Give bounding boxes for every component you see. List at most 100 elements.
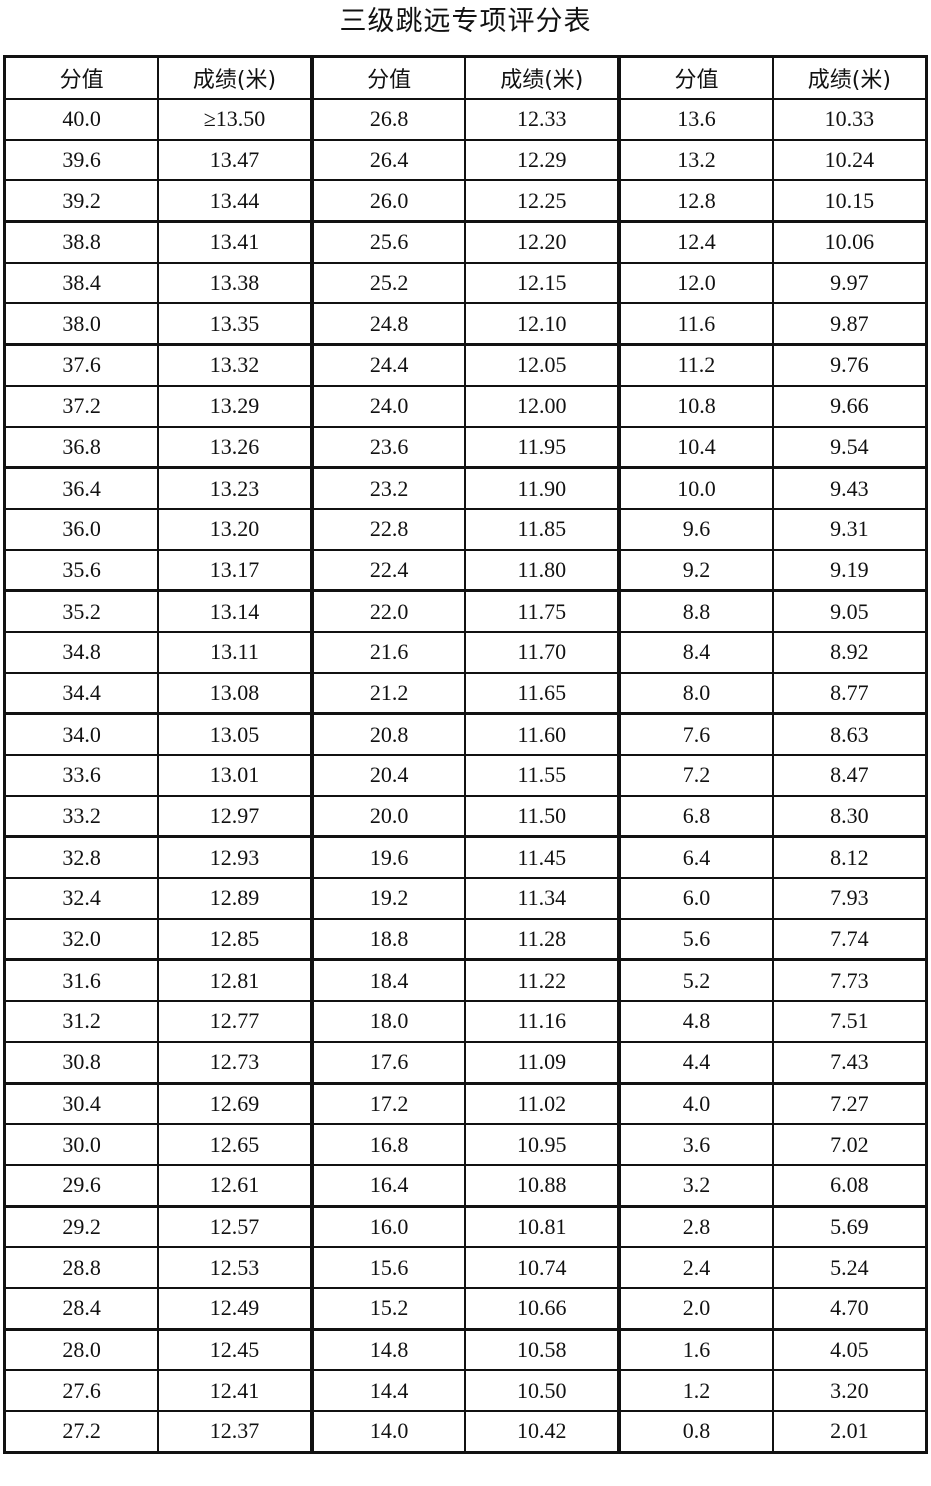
result-cell: 13.47	[157, 138, 314, 182]
score-cell: 6.0	[618, 877, 774, 920]
result-cell: 13.41	[157, 220, 314, 264]
score-cell: 9.6	[618, 507, 774, 551]
score-cell: 27.6	[3, 1369, 160, 1412]
score-cell: 27.2	[3, 1409, 160, 1454]
score-cell: 38.0	[3, 302, 160, 347]
result-cell: 4.05	[771, 1328, 928, 1372]
score-cell: 12.4	[618, 220, 774, 264]
table-row: 32.4 12.89 19.2 11.34 6.0 7.93	[3, 877, 928, 920]
result-cell: 10.66	[464, 1286, 622, 1331]
result-cell: 11.09	[464, 1040, 622, 1085]
result-cell: 13.14	[157, 589, 314, 633]
table-row: 35.6 13.17 22.4 11.80 9.2 9.19	[3, 548, 928, 593]
score-cell: 20.0	[310, 794, 467, 839]
result-cell: 11.50	[464, 794, 622, 839]
score-cell: 5.2	[618, 958, 774, 1003]
score-cell: 7.6	[618, 712, 774, 757]
result-cell: 11.90	[464, 466, 622, 510]
score-cell: 13.6	[618, 98, 774, 141]
table-row: 39.6 13.47 26.4 12.29 13.2 10.24	[3, 138, 928, 182]
score-cell: 8.0	[618, 671, 774, 716]
result-cell: 13.26	[157, 425, 314, 470]
score-cell: 1.6	[618, 1328, 774, 1372]
score-cell: 5.6	[618, 917, 774, 962]
score-cell: 37.6	[3, 343, 160, 387]
score-cell: 28.0	[3, 1328, 160, 1372]
score-cell: 10.0	[618, 466, 774, 510]
result-cell: 3.20	[771, 1369, 928, 1412]
result-cell: 9.05	[771, 589, 928, 633]
score-cell: 23.6	[310, 425, 467, 470]
score-cell: 38.8	[3, 220, 160, 264]
score-cell: 38.4	[3, 261, 160, 305]
header-score: 分值	[618, 55, 774, 100]
result-cell: 11.65	[464, 671, 622, 716]
score-cell: 36.0	[3, 507, 160, 551]
table-row: 38.4 13.38 25.2 12.15 12.0 9.97	[3, 261, 928, 305]
result-cell: 12.85	[157, 917, 314, 962]
score-cell: 11.6	[618, 302, 774, 347]
header-result: 成绩(米)	[771, 55, 928, 100]
result-cell: 13.01	[157, 754, 314, 797]
table-row: 28.0 12.45 14.8 10.58 1.6 4.05	[3, 1328, 928, 1372]
table-row: 29.2 12.57 16.0 10.81 2.8 5.69	[3, 1205, 928, 1249]
result-cell: 12.29	[464, 138, 622, 182]
score-cell: 24.0	[310, 384, 467, 428]
result-cell: 11.28	[464, 917, 622, 962]
table-row: 30.8 12.73 17.6 11.09 4.4 7.43	[3, 1040, 928, 1085]
score-cell: 31.6	[3, 958, 160, 1003]
result-cell: 12.77	[157, 1000, 314, 1043]
result-cell: 8.77	[771, 671, 928, 716]
score-cell: 26.8	[310, 98, 467, 141]
score-cell: 7.2	[618, 754, 774, 797]
score-cell: 8.8	[618, 589, 774, 633]
result-cell: 10.15	[771, 179, 928, 224]
result-cell: 9.54	[771, 425, 928, 470]
table-row: 37.2 13.29 24.0 12.00 10.8 9.66	[3, 384, 928, 428]
result-cell: 13.35	[157, 302, 314, 347]
score-cell: 4.0	[618, 1081, 774, 1126]
result-cell: 8.92	[771, 630, 928, 674]
score-cell: 39.2	[3, 179, 160, 224]
score-cell: 36.8	[3, 425, 160, 470]
table-row: 36.8 13.26 23.6 11.95 10.4 9.54	[3, 425, 928, 470]
score-cell: 4.4	[618, 1040, 774, 1085]
result-cell: 12.97	[157, 794, 314, 839]
result-cell: 9.97	[771, 261, 928, 305]
result-cell: 11.02	[464, 1081, 622, 1126]
result-cell: 13.29	[157, 384, 314, 428]
result-cell: 13.20	[157, 507, 314, 551]
score-cell: 23.2	[310, 466, 467, 510]
result-cell: 12.25	[464, 179, 622, 224]
result-cell: 12.45	[157, 1328, 314, 1372]
score-cell: 24.4	[310, 343, 467, 387]
result-cell: 11.85	[464, 507, 622, 551]
score-cell: 19.2	[310, 877, 467, 920]
result-cell: 10.42	[464, 1409, 622, 1454]
result-cell: 7.43	[771, 1040, 928, 1085]
score-cell: 14.4	[310, 1369, 467, 1412]
score-cell: 22.4	[310, 548, 467, 593]
result-cell: 11.95	[464, 425, 622, 470]
score-cell: 26.0	[310, 179, 467, 224]
score-cell: 39.6	[3, 138, 160, 182]
score-cell: 21.6	[310, 630, 467, 674]
result-cell: 9.87	[771, 302, 928, 347]
score-cell: 11.2	[618, 343, 774, 387]
result-cell: 6.08	[771, 1163, 928, 1208]
table-row: 34.4 13.08 21.2 11.65 8.0 8.77	[3, 671, 928, 716]
score-cell: 25.6	[310, 220, 467, 264]
table-row: 27.2 12.37 14.0 10.42 0.8 2.01	[3, 1409, 928, 1454]
header-score: 分值	[3, 55, 160, 100]
result-cell: 12.81	[157, 958, 314, 1003]
score-cell: 16.0	[310, 1205, 467, 1249]
score-cell: 15.6	[310, 1246, 467, 1289]
table-row: 34.0 13.05 20.8 11.60 7.6 8.63	[3, 712, 928, 757]
result-cell: 12.41	[157, 1369, 314, 1412]
result-cell: 12.89	[157, 877, 314, 920]
result-cell: 12.53	[157, 1246, 314, 1289]
result-cell: 5.69	[771, 1205, 928, 1249]
header-result: 成绩(米)	[157, 55, 314, 100]
table-row: 32.8 12.93 19.6 11.45 6.4 8.12	[3, 835, 928, 880]
score-cell: 35.2	[3, 589, 160, 633]
